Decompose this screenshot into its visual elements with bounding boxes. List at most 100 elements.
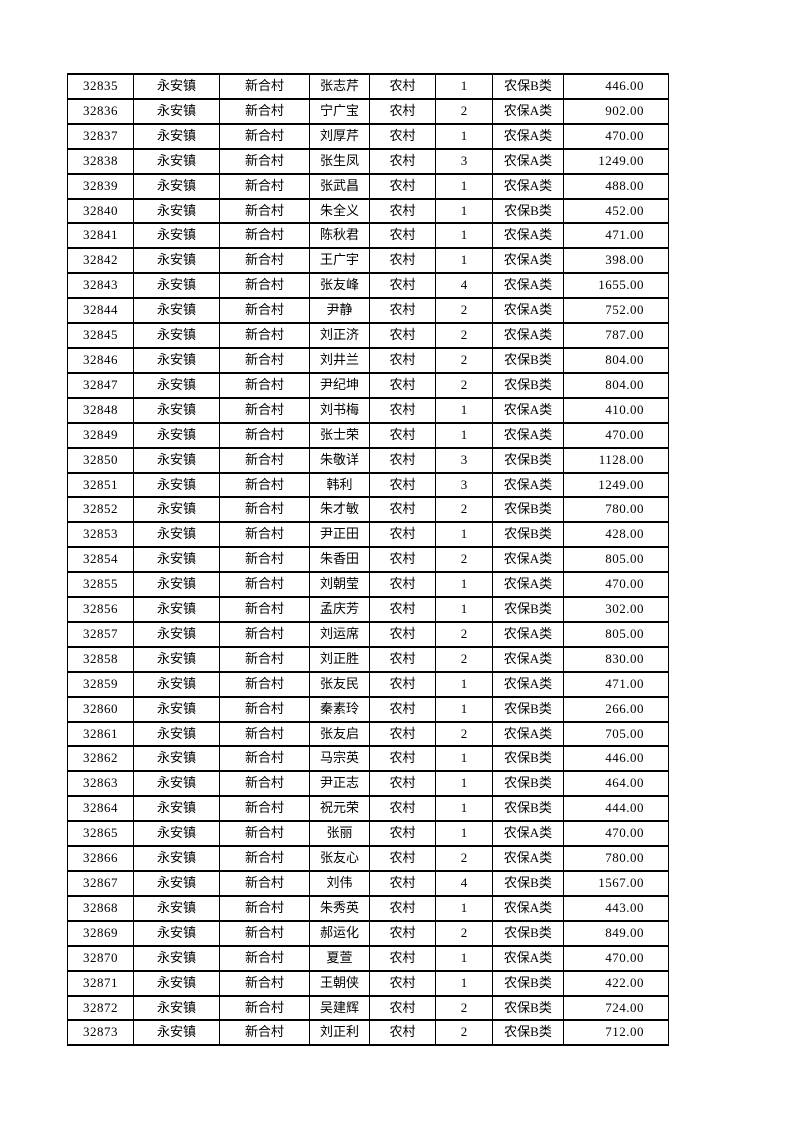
cell-record-id: 32863: [67, 770, 134, 798]
cell-town: 永安镇: [133, 73, 220, 100]
cell-village: 新合村: [219, 870, 310, 897]
cell-person-count: 1: [435, 222, 493, 250]
cell-record-id: 32853: [67, 521, 134, 549]
cell-record-id: 32837: [67, 122, 134, 150]
cell-record-id: 32838: [67, 147, 134, 175]
cell-household-type: 农村: [369, 496, 436, 524]
cell-household-type: 农村: [369, 122, 436, 150]
cell-person-name: 朱敬详: [309, 446, 370, 474]
cell-village: 新合村: [219, 396, 310, 424]
cell-amount: 398.00: [563, 247, 669, 275]
cell-record-id: 32849: [67, 421, 134, 449]
table-row: 32866 永安镇 新合村 张友心 农村 2 农保A类 780.00: [67, 845, 669, 872]
cell-person-count: 1: [435, 172, 493, 200]
cell-person-name: 朱香田: [309, 546, 370, 574]
cell-household-type: 农村: [369, 795, 436, 823]
table-row: 32838 永安镇 新合村 张生凤 农村 3 农保A类 1249.00: [67, 147, 669, 175]
cell-insurance-class: 农保A类: [492, 471, 564, 499]
cell-amount: 471.00: [563, 670, 669, 698]
cell-person-name: 陈秋君: [309, 222, 370, 250]
cell-person-count: 2: [435, 645, 493, 673]
cell-insurance-class: 农保A类: [492, 845, 564, 872]
cell-amount: 470.00: [563, 571, 669, 599]
cell-household-type: 农村: [369, 770, 436, 798]
cell-town: 永安镇: [133, 471, 220, 499]
cell-village: 新合村: [219, 720, 310, 748]
cell-person-count: 4: [435, 272, 493, 300]
cell-person-name: 王广宇: [309, 247, 370, 275]
cell-household-type: 农村: [369, 670, 436, 698]
cell-household-type: 农村: [369, 222, 436, 250]
cell-insurance-class: 农保A类: [492, 720, 564, 748]
table-row: 32853 永安镇 新合村 尹正田 农村 1 农保B类 428.00: [67, 521, 669, 549]
cell-person-count: 2: [435, 994, 493, 1022]
table-row: 32848 永安镇 新合村 刘书梅 农村 1 农保A类 410.00: [67, 396, 669, 424]
cell-village: 新合村: [219, 770, 310, 798]
cell-village: 新合村: [219, 745, 310, 773]
cell-household-type: 农村: [369, 371, 436, 399]
cell-amount: 712.00: [563, 1019, 669, 1047]
cell-person-name: 王朝侠: [309, 969, 370, 997]
cell-insurance-class: 农保A类: [492, 670, 564, 698]
cell-amount: 1128.00: [563, 446, 669, 474]
cell-town: 永安镇: [133, 546, 220, 574]
cell-record-id: 32846: [67, 346, 134, 374]
cell-record-id: 32855: [67, 571, 134, 599]
cell-insurance-class: 农保B类: [492, 346, 564, 374]
cell-household-type: 农村: [369, 1019, 436, 1047]
cell-person-count: 3: [435, 147, 493, 175]
cell-amount: 452.00: [563, 197, 669, 225]
cell-town: 永安镇: [133, 272, 220, 300]
cell-town: 永安镇: [133, 645, 220, 673]
cell-person-name: 朱秀英: [309, 894, 370, 922]
cell-village: 新合村: [219, 421, 310, 449]
table-row: 32854 永安镇 新合村 朱香田 农村 2 农保A类 805.00: [67, 546, 669, 574]
cell-village: 新合村: [219, 222, 310, 250]
table-row: 32842 永安镇 新合村 王广宇 农村 1 农保A类 398.00: [67, 247, 669, 275]
table-row: 32865 永安镇 新合村 张丽 农村 1 农保A类 470.00: [67, 820, 669, 848]
cell-person-count: 2: [435, 919, 493, 947]
cell-household-type: 农村: [369, 745, 436, 773]
cell-person-count: 1: [435, 571, 493, 599]
cell-person-name: 刘伟: [309, 870, 370, 897]
cell-person-name: 刘正利: [309, 1019, 370, 1047]
cell-record-id: 32866: [67, 845, 134, 872]
cell-household-type: 农村: [369, 620, 436, 648]
cell-person-count: 1: [435, 695, 493, 723]
cell-village: 新合村: [219, 845, 310, 872]
cell-person-name: 郝运化: [309, 919, 370, 947]
cell-insurance-class: 农保B类: [492, 596, 564, 623]
cell-town: 永安镇: [133, 870, 220, 897]
cell-insurance-class: 农保A类: [492, 322, 564, 349]
cell-record-id: 32860: [67, 695, 134, 723]
cell-person-name: 刘朝莹: [309, 571, 370, 599]
table-row: 32840 永安镇 新合村 朱全义 农村 1 农保B类 452.00: [67, 197, 669, 225]
cell-amount: 443.00: [563, 894, 669, 922]
cell-household-type: 农村: [369, 969, 436, 997]
cell-person-count: 1: [435, 596, 493, 623]
cell-insurance-class: 农保A类: [492, 894, 564, 922]
cell-person-name: 张友心: [309, 845, 370, 872]
cell-person-name: 秦素玲: [309, 695, 370, 723]
cell-town: 永安镇: [133, 596, 220, 623]
cell-household-type: 农村: [369, 845, 436, 872]
cell-village: 新合村: [219, 322, 310, 349]
cell-insurance-class: 农保B类: [492, 1019, 564, 1047]
cell-town: 永安镇: [133, 396, 220, 424]
cell-person-count: 1: [435, 122, 493, 150]
cell-person-name: 张丽: [309, 820, 370, 848]
cell-household-type: 农村: [369, 820, 436, 848]
cell-amount: 752.00: [563, 297, 669, 325]
cell-record-id: 32872: [67, 994, 134, 1022]
table-row: 32846 永安镇 新合村 刘井兰 农村 2 农保B类 804.00: [67, 346, 669, 374]
cell-record-id: 32847: [67, 371, 134, 399]
cell-amount: 804.00: [563, 371, 669, 399]
table-row: 32839 永安镇 新合村 张武昌 农村 1 农保A类 488.00: [67, 172, 669, 200]
cell-record-id: 32840: [67, 197, 134, 225]
table-row: 32867 永安镇 新合村 刘伟 农村 4 农保B类 1567.00: [67, 870, 669, 897]
cell-household-type: 农村: [369, 73, 436, 100]
cell-insurance-class: 农保A类: [492, 122, 564, 150]
cell-household-type: 农村: [369, 346, 436, 374]
cell-record-id: 32848: [67, 396, 134, 424]
cell-person-count: 2: [435, 546, 493, 574]
